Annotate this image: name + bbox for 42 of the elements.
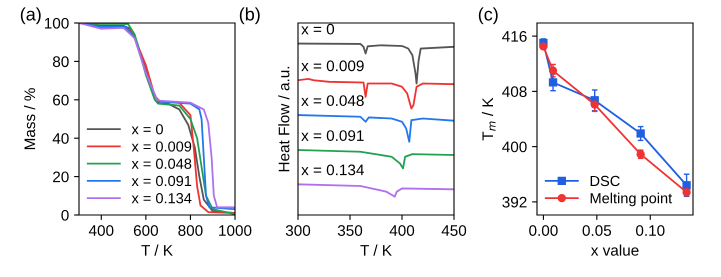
y-tick-label: 80 bbox=[52, 56, 69, 68]
series-label: x = 0.009 bbox=[301, 60, 364, 72]
x-tick-label: 0.05 bbox=[582, 225, 612, 236]
series-label: x = 0.048 bbox=[301, 95, 364, 106]
y-tick-label: 20 bbox=[53, 171, 69, 182]
x-tick-label: 1000 bbox=[219, 225, 252, 236]
x-tick-label: 400 bbox=[390, 225, 414, 236]
series-label: x = 0.134 bbox=[301, 164, 364, 176]
x-tick-label: 300 bbox=[286, 225, 310, 236]
y-tick-label: 400 bbox=[502, 141, 527, 152]
y-axis-title: Mass / % bbox=[24, 88, 36, 150]
x-tick-label: 0.10 bbox=[636, 225, 665, 236]
legend-label: x = 0 bbox=[132, 124, 163, 134]
y-tick-label: 408 bbox=[502, 86, 527, 98]
chart-title: (a) bbox=[20, 7, 41, 24]
y-tick-label: 100 bbox=[44, 18, 69, 29]
x-tick-label: 400 bbox=[88, 225, 114, 236]
y-tick-label: 392 bbox=[502, 196, 527, 208]
y-tick-label: 40 bbox=[52, 133, 69, 144]
legend-label: x = 0.091 bbox=[132, 176, 192, 186]
chart-title: (b) bbox=[240, 7, 260, 24]
x-axis-title: x value bbox=[590, 244, 639, 256]
y-axis-title: Heat Flow / a.u. bbox=[278, 66, 290, 172]
legend-label: DSC bbox=[590, 176, 620, 186]
x-tick-label: 450 bbox=[442, 225, 466, 236]
legend-label: Melting point bbox=[590, 192, 672, 206]
y-tick-label: 60 bbox=[53, 94, 69, 106]
chart-title: (c) bbox=[478, 7, 498, 24]
x-tick-label: 0.00 bbox=[529, 225, 558, 236]
series-label: x = 0.091 bbox=[301, 130, 364, 142]
x-axis-title: T / K bbox=[141, 244, 173, 256]
y-axis-title: T$_{m}$ / K bbox=[482, 98, 496, 140]
series-label: x = 0 bbox=[301, 24, 334, 35]
x-tick-label: 350 bbox=[338, 225, 362, 236]
y-tick-label: 416 bbox=[502, 30, 527, 42]
legend-label: x = 0.048 bbox=[132, 158, 192, 169]
legend-label: x = 0.009 bbox=[132, 141, 192, 152]
x-tick-label: 800 bbox=[178, 225, 203, 236]
y-tick-label: 0 bbox=[61, 210, 69, 221]
legend-label: x = 0.134 bbox=[132, 193, 192, 204]
x-axis-title: T / K bbox=[360, 244, 392, 256]
x-tick-label: 600 bbox=[134, 225, 158, 236]
